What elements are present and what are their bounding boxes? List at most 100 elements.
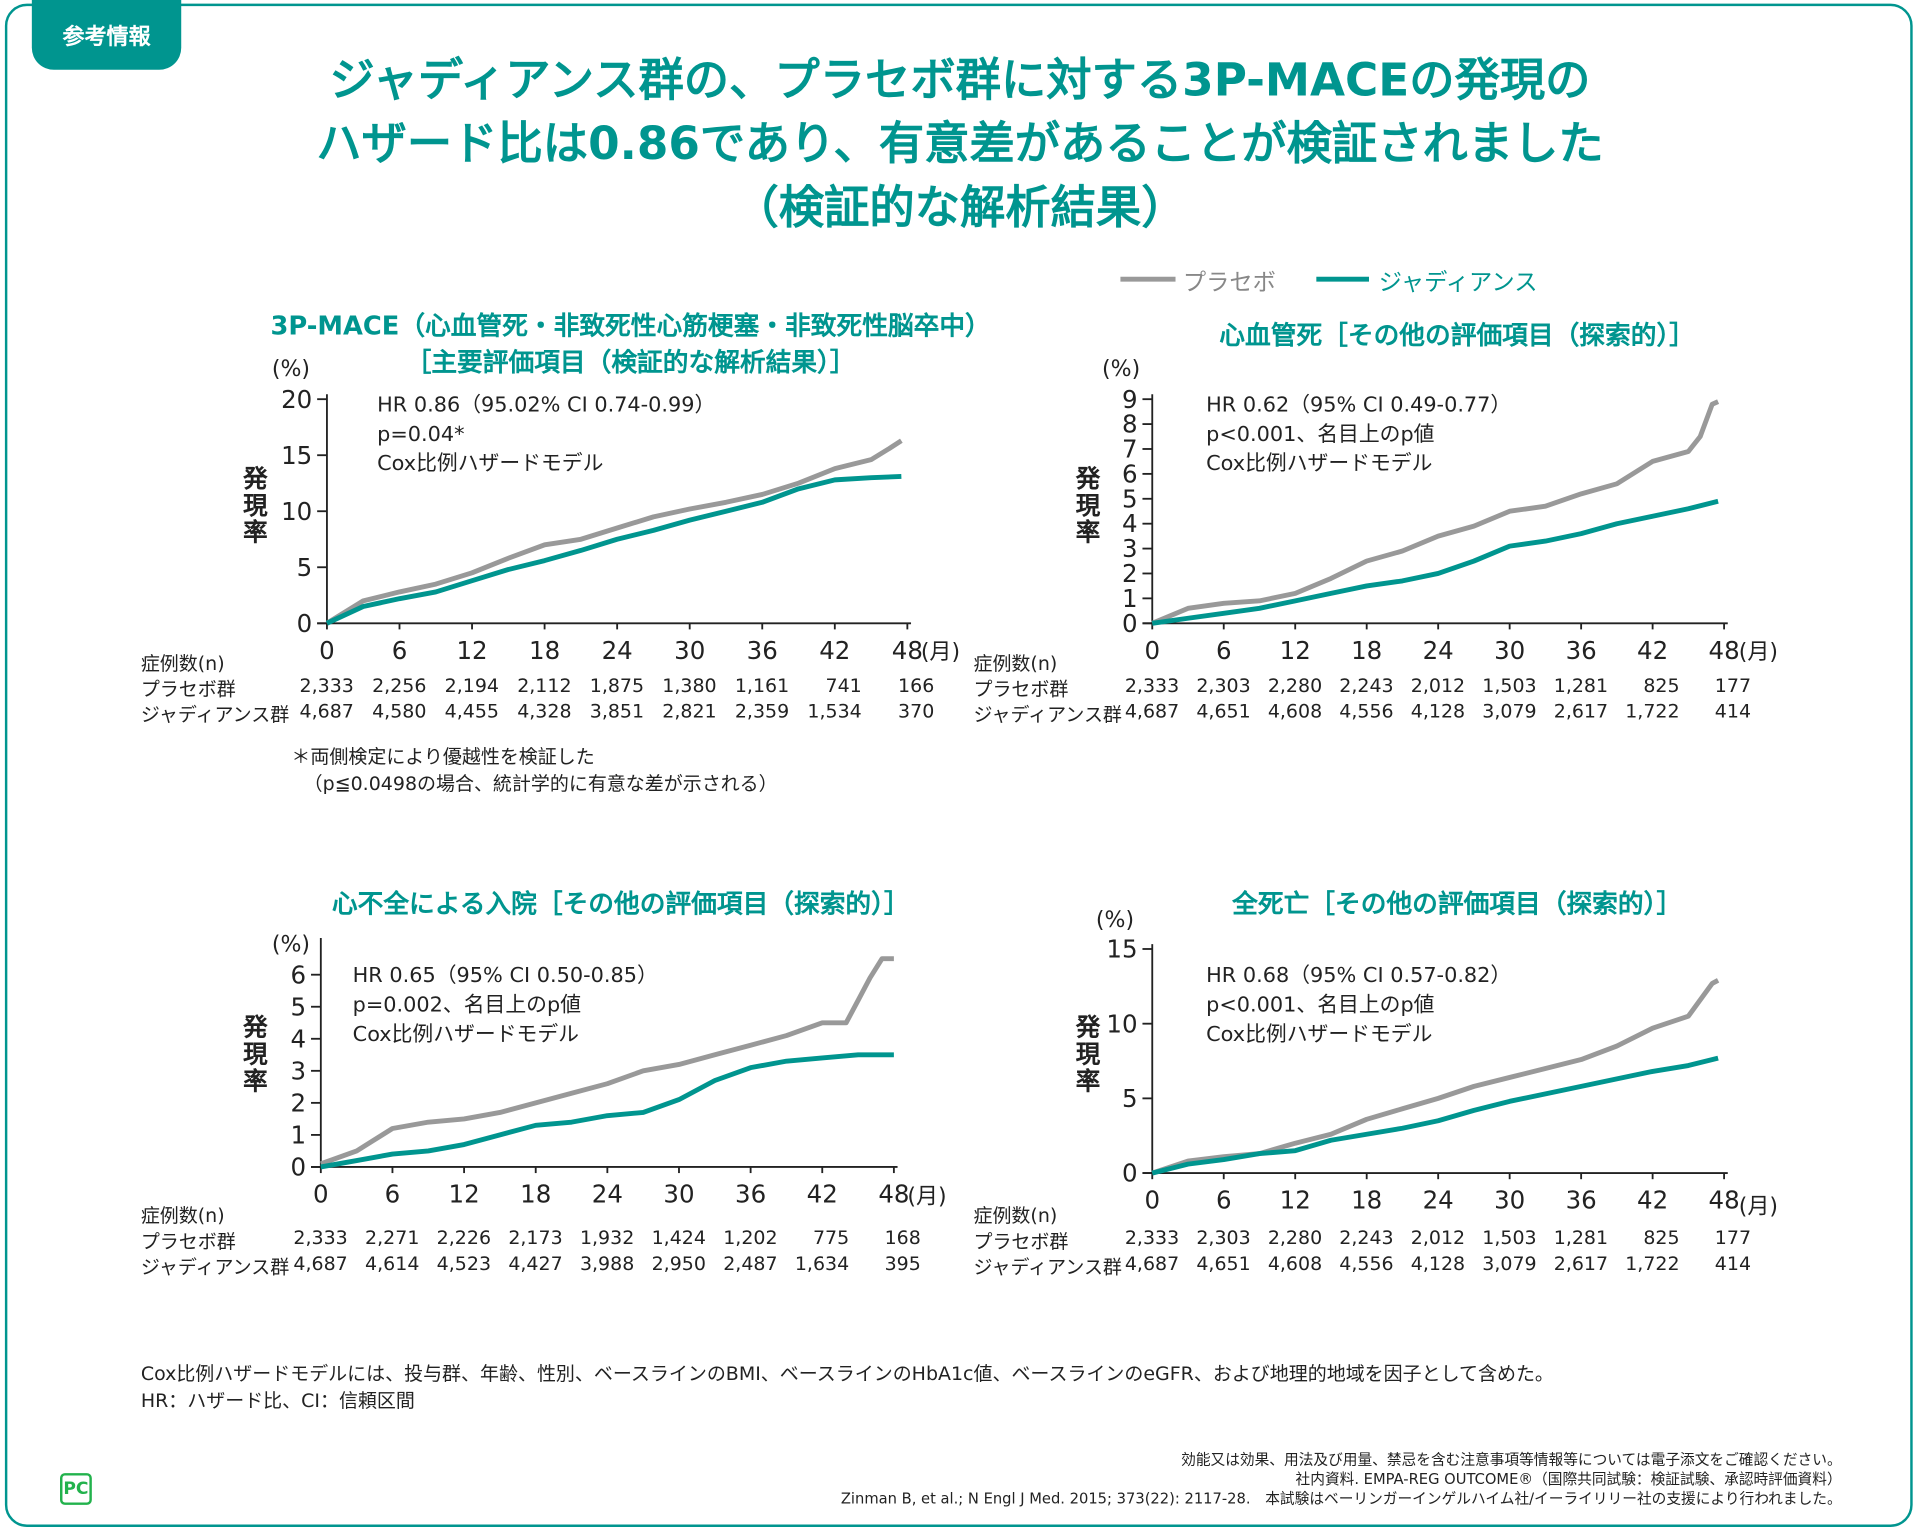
chart4-risk-placebo-value: 1,281 [1553,1226,1609,1249]
chart2-risk-placebo-value: 177 [1714,674,1752,697]
chart1-risk-jardiance-value: 4,687 [299,700,354,723]
chart4-annotation: HR 0.68（95% CI 0.57-0.82） [1206,963,1512,989]
legend-placebo-label: プラセボ [1182,269,1276,297]
chart4-risk-placebo-value: 2,303 [1196,1226,1251,1249]
chart4-risk-jardiance-value: 2,617 [1553,1252,1609,1275]
chart2-y-tick-label: 9 [1122,385,1138,414]
chart2-x-tick-label: 42 [1637,636,1668,665]
chart3-risk-jardiance-value: 2,950 [651,1252,706,1275]
chart3-risk-jardiance-value: 4,687 [293,1252,348,1275]
chart3-risk-placebo-value: 1,932 [579,1226,635,1249]
pc-logo: PC [60,1473,92,1505]
chart3-risk-jardiance-value: 4,614 [365,1252,420,1275]
chart2-y-tick-label: 8 [1122,410,1138,439]
chart1-risk-jardiance-value: 3,851 [589,700,645,723]
chart2-x-tick-label: 18 [1351,636,1382,665]
content-frame [4,3,1913,1527]
chart1-risk-jardiance-value: 370 [898,700,935,723]
chart3-x-tick-label: 24 [592,1179,623,1208]
chart3-risk-placebo-value: 775 [812,1226,850,1249]
chart3-x-tick-label: 48 [878,1179,909,1208]
chart2-risk-jardiance-value: 1,722 [1625,700,1680,723]
chart2-risk-placebo-value: 825 [1643,674,1680,697]
chart3-risk-jardiance-value: 4,427 [508,1252,563,1275]
chart2-risk-jardiance-value: 4,556 [1339,700,1394,723]
chart4-risk-jardiance-value: 1,722 [1625,1252,1680,1275]
chart1-risk-placebo-value: 166 [898,674,935,697]
chart1-y-tick-label: 5 [297,553,313,582]
chart3-risk-jardiance-value: 395 [884,1252,921,1275]
chart2-risk-jardiance-value: 414 [1714,700,1752,723]
chart2-annotation: p<0.001、名目上のp値 [1206,422,1435,447]
chart4-risk-placebo-value: 2,012 [1410,1226,1466,1249]
chart4-y-axis-label: 発現率 [1071,1013,1101,1095]
chart4-risk-placebo-value: 825 [1643,1226,1680,1249]
chart3-y-tick-label: 2 [291,1088,307,1117]
chart4-risk-jardiance-value: 4,128 [1410,1252,1466,1275]
chart2-placebo-curve [1151,399,1720,626]
chart3-annotation: Cox比例ハザードモデル [352,1022,579,1047]
chart1-annotation: Cox比例ハザードモデル [377,451,604,477]
chart1-x-tick-label: 24 [602,636,633,665]
chart3-x-tick-label: 0 [313,1179,329,1208]
chart2-x-tick-label: 48 [1709,636,1740,665]
chart2-y-tick-label: 5 [1122,484,1138,513]
chart1-x-unit: (月) [920,639,961,665]
footnote-superiority: ＊両側検定により優越性を検証した [291,745,595,768]
chart3-risk-jardiance-value: 2,487 [723,1252,778,1275]
chart1-risk-placebo-value: 2,112 [517,674,572,697]
title-line: （検証的な解析結果） [733,181,1187,234]
chart1-risk-placebo-value: 741 [825,674,862,697]
abbreviation-note: HR：ハザード比、CI：信頼区間 [140,1389,415,1412]
chart2-risk-placebo-value: 2,243 [1339,674,1394,697]
chart1-annotation: HR 0.86（95.02% CI 0.74-0.99） [377,393,716,418]
chart1-x-tick-label: 6 [392,636,408,665]
chart3-y-tick-label: 5 [291,992,307,1021]
chart1-x-tick-label: 48 [892,636,923,665]
chart2-x-unit: (月) [1738,639,1779,665]
chart3-x-tick-label: 42 [807,1179,838,1208]
chart1-risk-header: 症例数(n) [140,652,225,675]
chart2-title: 心血管死［その他の評価項目（探索的）］ [1219,320,1696,351]
chart4-risk-placebo-value: 2,243 [1339,1226,1394,1249]
chart2-risk-header: 症例数(n) [973,652,1058,675]
chart3-y-tick-label: 0 [291,1153,307,1182]
chart4-title: 全死亡［その他の評価項目（探索的）］ [1232,888,1683,919]
chart4-x-tick-label: 6 [1216,1186,1232,1215]
chart3-title: 心不全による入院［その他の評価項目（探索的）］ [331,888,910,919]
chart2-y-axis-label: 発現率 [1071,465,1101,547]
footnote-significance: （p≦0.0498の場合、統計学的に有意な差が示される） [303,772,778,795]
chart4-risk-jardiance-value: 4,687 [1124,1252,1180,1275]
chart1-x-tick-label: 42 [819,636,850,665]
chart2-risk-jardiance-value: 4,608 [1267,700,1323,723]
chart1-y-tick-label: 20 [281,385,312,414]
chart3-placebo-curve [319,956,894,1167]
chart1-subtitle: ［主要評価項目（検証的な解析結果）］ [405,347,856,378]
chart1-x-tick-label: 12 [456,636,487,665]
chart3-y-tick-label: 1 [291,1120,307,1149]
chart1-jardiance-curve [325,474,902,626]
chart4-x-unit: (月) [1738,1193,1779,1220]
chart4-risk-jardiance-value: 3,079 [1482,1252,1537,1275]
chart2-risk-row-label: プラセボ群 [973,678,1069,701]
chart1-risk-placebo-value: 1,161 [734,674,790,697]
chart4-x-tick-label: 30 [1494,1186,1525,1215]
chart3-annotation: p=0.002、名目上のp値 [352,993,582,1018]
chart2-risk-placebo-value: 2,303 [1196,674,1251,697]
chart1-risk-jardiance-value: 4,580 [372,700,427,723]
legend-jardiance-swatch [1316,276,1369,282]
chart4-y-unit: (%) [1095,907,1135,934]
legend-placebo-swatch [1120,276,1176,282]
chart1-risk-jardiance-value: 2,359 [734,700,790,723]
chart1-risk-jardiance-value: 4,328 [517,700,572,723]
chart3-y-tick-label: 4 [291,1024,307,1053]
chart2-y-tick-label: 4 [1122,509,1138,538]
chart3-risk-jardiance-value: 1,634 [794,1252,850,1275]
chart4-y-tick-label: 5 [1122,1084,1138,1113]
chart1-risk-placebo-value: 2,333 [299,674,354,697]
chart4-x-tick-label: 42 [1637,1186,1668,1215]
chart2-x-tick-label: 12 [1280,636,1311,665]
chart3-risk-placebo-value: 2,271 [365,1226,420,1249]
chart1-x-tick-label: 30 [674,636,705,665]
